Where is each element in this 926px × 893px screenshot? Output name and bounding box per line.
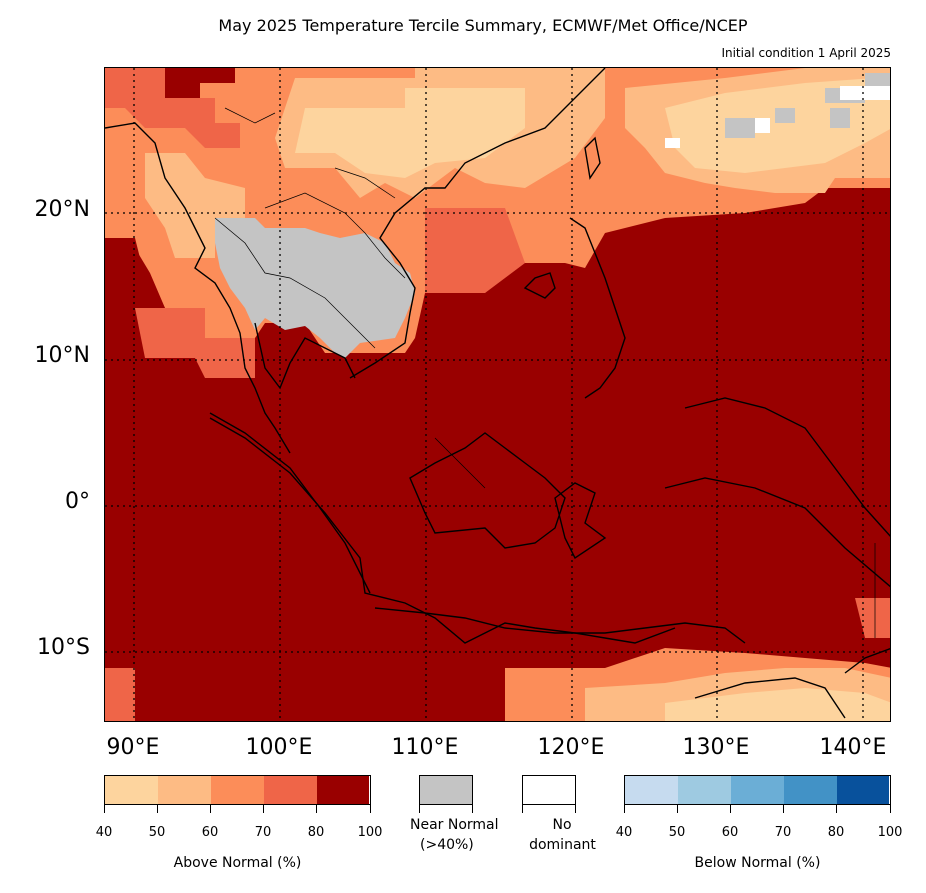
region-above-50-myanmar — [145, 153, 245, 258]
lat-label-10s: 10°S — [37, 635, 90, 660]
region-above-70-png — [855, 598, 890, 638]
above-tick: 60 — [201, 825, 219, 840]
lat-label-10n: 10°N — [34, 343, 90, 368]
above-tick: 70 — [254, 825, 272, 840]
lon-label-100e: 100°E — [245, 735, 313, 760]
below-tick: 70 — [774, 825, 792, 840]
near-normal-swatch — [419, 775, 473, 805]
below-swatch-50 — [678, 776, 731, 804]
lon-label-90e: 90°E — [106, 735, 160, 760]
above-normal-colorbar — [104, 775, 371, 805]
above-swatch-70 — [264, 776, 317, 804]
region-no-dominant — [665, 86, 890, 148]
lat-label-0: 0° — [65, 489, 90, 514]
region-near-normal-thailand — [215, 218, 415, 358]
country-borders — [214, 107, 876, 638]
below-normal-label: Below Normal (%) — [694, 855, 821, 871]
region-above-70-sw — [105, 668, 135, 721]
no-dominant-sublabel: dominant — [529, 837, 596, 853]
below-tick: 50 — [668, 825, 686, 840]
lon-label-130e: 130°E — [682, 735, 750, 760]
region-above-40-australia — [665, 688, 890, 721]
no-dominant-swatch — [522, 775, 576, 805]
below-normal-colorbar — [624, 775, 891, 805]
above-tick: 100 — [357, 825, 383, 840]
forecast-map — [104, 67, 891, 722]
lon-label-140e: 140°E — [819, 735, 887, 760]
graticule — [105, 68, 890, 721]
near-normal-sublabel: (>40%) — [420, 837, 474, 853]
above-tick: 80 — [307, 825, 325, 840]
near-normal-label: Near Normal — [410, 817, 499, 833]
map-title: May 2025 Temperature Tercile Summary, EC… — [218, 16, 748, 35]
above-swatch-60 — [211, 776, 264, 804]
above-tick: 50 — [148, 825, 166, 840]
below-swatch-40 — [625, 776, 678, 804]
above-swatch-80 — [317, 776, 369, 804]
region-above-40-china — [295, 88, 525, 178]
lon-label-110e: 110°E — [391, 735, 459, 760]
coastlines — [105, 68, 890, 719]
above-normal-label: Above Normal (%) — [173, 855, 302, 871]
below-swatch-60 — [731, 776, 784, 804]
below-swatch-70 — [784, 776, 837, 804]
below-tick: 60 — [721, 825, 739, 840]
below-tick: 40 — [615, 825, 633, 840]
below-tick: 100 — [877, 825, 903, 840]
region-above-70-nw — [105, 68, 240, 148]
above-swatch-40 — [105, 776, 158, 804]
forecast-map-svg — [105, 68, 890, 721]
above-swatch-50 — [158, 776, 211, 804]
lon-label-120e: 120°E — [537, 735, 605, 760]
lat-label-20n: 20°N — [34, 197, 90, 222]
map-subtitle: Initial condition 1 April 2025 — [721, 46, 891, 60]
below-swatch-80 — [837, 776, 889, 804]
no-dominant-label: No — [552, 817, 572, 833]
above-tick: 40 — [95, 825, 113, 840]
region-above-80-nw — [165, 68, 235, 98]
below-tick: 80 — [827, 825, 845, 840]
region-above-70-scs — [425, 208, 525, 293]
